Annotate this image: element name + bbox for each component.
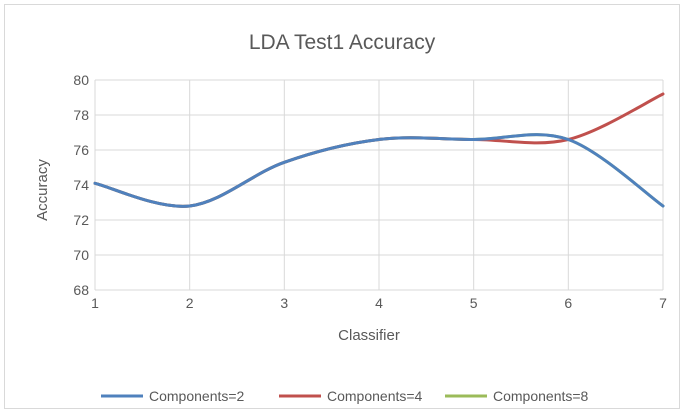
series-lines (93, 92, 665, 208)
y-axis-title: Accuracy (34, 159, 51, 221)
legend-label: Components=4 (327, 388, 423, 404)
x-tick-label: 2 (186, 295, 194, 311)
x-tick-label: 7 (659, 295, 667, 311)
series-line-1 (93, 133, 665, 208)
chart-title: LDA Test1 Accuracy (249, 31, 436, 54)
y-tick-label: 78 (73, 107, 89, 123)
x-tick-label: 6 (564, 295, 572, 311)
legend: Components=2 Components=4 Components=8 (101, 388, 589, 404)
legend-label: Components=8 (493, 388, 589, 404)
x-tick-label: 5 (470, 295, 478, 311)
x-tick-label: 4 (375, 295, 383, 311)
x-axis-title: Classifier (338, 327, 400, 344)
legend-label: Components=2 (149, 388, 245, 404)
chart-area (4, 4, 680, 409)
y-tick-label: 80 (73, 72, 89, 88)
x-tick-label: 3 (280, 295, 288, 311)
y-tick-label: 76 (73, 142, 89, 158)
x-axis-ticks: 1 2 3 4 5 6 7 (91, 295, 667, 311)
x-tick-label: 1 (91, 295, 99, 311)
y-tick-label: 70 (73, 247, 89, 263)
y-tick-label: 74 (73, 177, 89, 193)
y-tick-label: 68 (73, 282, 89, 298)
y-tick-label: 72 (73, 212, 89, 228)
grid-lines (94, 79, 664, 291)
y-axis-ticks: 68 70 72 74 76 78 80 (73, 72, 89, 298)
